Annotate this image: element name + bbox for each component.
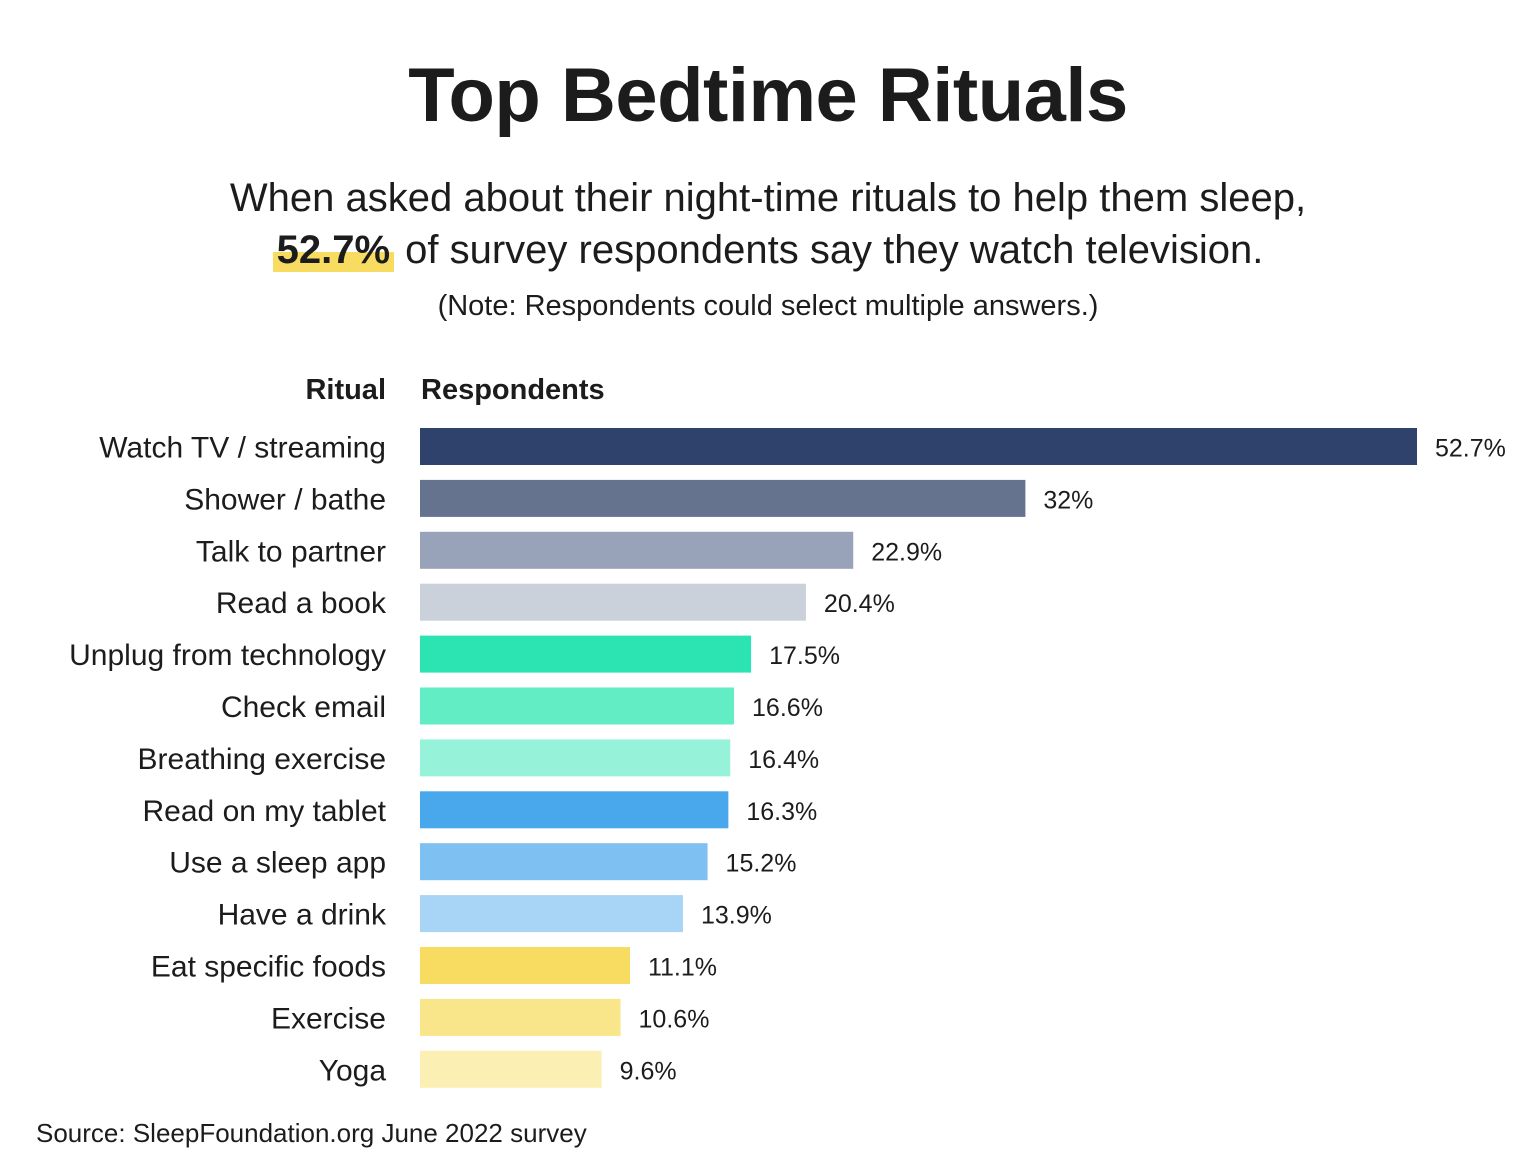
value-label: 16.6%: [752, 694, 823, 722]
value-label: 9.6%: [620, 1057, 677, 1085]
value-label: 20.4%: [824, 590, 895, 618]
bar-11: [420, 998, 621, 1036]
value-label: 10.6%: [639, 1005, 710, 1033]
category-label: Have a drink: [218, 899, 387, 932]
value-label: 16.4%: [748, 746, 819, 774]
bar-3: [420, 583, 806, 621]
category-label: Unplug from technology: [69, 639, 386, 672]
bar-2: [420, 531, 854, 569]
source-note: Source: SleepFoundation.org June 2022 su…: [36, 1118, 587, 1148]
bar-12: [420, 1050, 602, 1088]
subtitle-line-1: When asked about their night-time ritual…: [229, 176, 1307, 220]
value-label: 16.3%: [746, 798, 817, 826]
category-label: Read a book: [216, 587, 387, 620]
bar-4: [420, 635, 752, 673]
category-label: Exercise: [271, 1002, 386, 1035]
value-label: 22.9%: [871, 538, 942, 566]
ritual-column-header: Ritual: [305, 374, 386, 406]
bar-1: [420, 479, 1026, 517]
value-label: 52.7%: [1435, 435, 1506, 463]
value-label: 17.5%: [769, 642, 840, 670]
chart-note: (Note: Respondents could select multiple…: [437, 290, 1099, 322]
subtitle-line-2-text: of survey respondents say they watch tel…: [394, 228, 1264, 272]
chart-title: Top Bedtime Rituals: [408, 53, 1128, 138]
value-label: 15.2%: [726, 850, 797, 878]
bar-9: [420, 895, 683, 933]
bar-6: [420, 739, 731, 777]
highlight-stat: 52.7%: [272, 228, 395, 272]
subtitle-line-2: 52.7% of survey respondents say they wat…: [0, 228, 1536, 272]
category-label: Talk to partner: [196, 535, 386, 568]
bar-10: [420, 947, 630, 984]
bar-7: [420, 791, 729, 829]
bar-5: [420, 687, 735, 725]
category-label: Watch TV / streaming: [99, 432, 386, 465]
value-label: 13.9%: [701, 902, 772, 930]
category-label: Yoga: [319, 1054, 387, 1087]
category-label: Read on my tablet: [143, 795, 387, 828]
category-label: Breathing exercise: [138, 743, 386, 776]
category-label: Eat specific foods: [151, 951, 386, 984]
category-label: Check email: [221, 691, 386, 724]
bar-0: [420, 428, 1417, 465]
value-label: 11.1%: [648, 954, 717, 982]
category-label: Use a sleep app: [169, 847, 386, 880]
value-label: 32%: [1043, 486, 1093, 514]
category-label: Shower / bathe: [184, 483, 386, 516]
respondents-column-header: Respondents: [421, 374, 605, 406]
bar-8: [420, 843, 708, 881]
